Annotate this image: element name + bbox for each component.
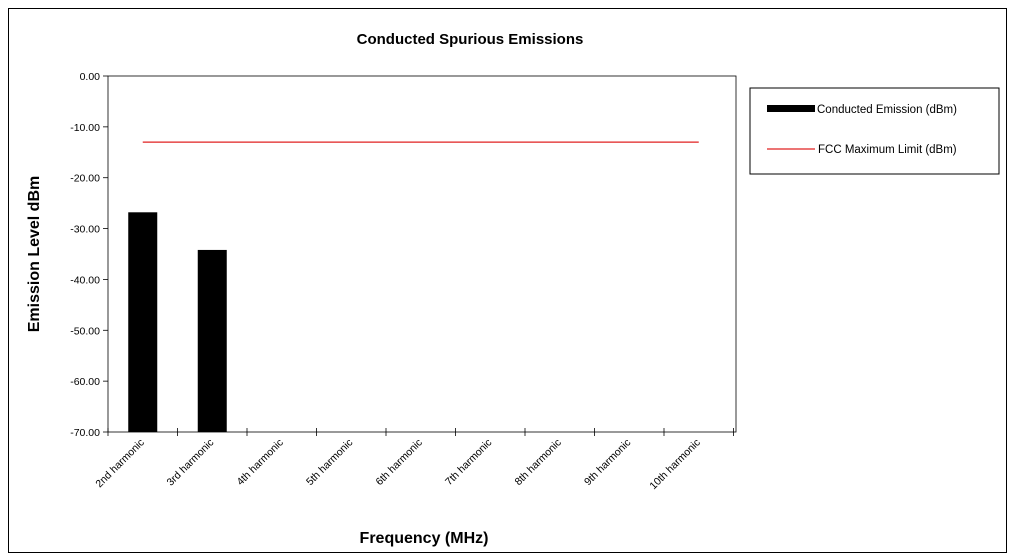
y-tick-label: -10.00 (70, 122, 100, 134)
x-axis-title: Frequency (MHz) (360, 530, 489, 547)
y-tick-label: -40.00 (70, 274, 100, 286)
x-tick-label: 6th harmonic (373, 437, 424, 488)
legend-label-limit: FCC Maximum Limit (dBm) (818, 144, 957, 156)
y-tick-label: -30.00 (70, 224, 100, 236)
x-tick-label: 8th harmonic (512, 437, 563, 488)
y-tick-label: -20.00 (70, 173, 100, 185)
y-tick-label: -60.00 (70, 376, 100, 388)
chart-title: Conducted Spurious Emissions (357, 31, 584, 48)
legend-label-emission: Conducted Emission (dBm) (817, 104, 957, 116)
y-axis-title: Emission Level dBm (26, 176, 43, 333)
x-tick-label: 3rd harmonic (165, 437, 217, 489)
x-tick-label: 4th harmonic (234, 437, 285, 488)
x-tick-label: 10th harmonic (647, 437, 703, 493)
x-tick-label: 2nd harmonic (93, 437, 146, 490)
y-tick-label: -50.00 (70, 325, 100, 337)
legend-swatch-emission (767, 105, 815, 112)
plot-area (107, 75, 737, 433)
x-tick-label: 7th harmonic (443, 437, 494, 488)
y-tick-label: -70.00 (70, 427, 100, 439)
x-axis-ticks: 2nd harmonic 3rd harmonic 4th harmonic 5th … (93, 428, 734, 493)
y-tick-label: 0.00 (80, 71, 101, 83)
x-tick-label: 9th harmonic (582, 437, 633, 488)
x-tick-label: 5th harmonic (304, 437, 355, 488)
bar-series (128, 212, 227, 432)
bar-1 (128, 212, 158, 432)
legend-box (749, 87, 1000, 175)
bar-2 (197, 249, 227, 432)
y-axis-ticks: 0.00 -10.00 -20.00 -30.00 -40.00 -50.00 -60.00… (70, 71, 108, 439)
